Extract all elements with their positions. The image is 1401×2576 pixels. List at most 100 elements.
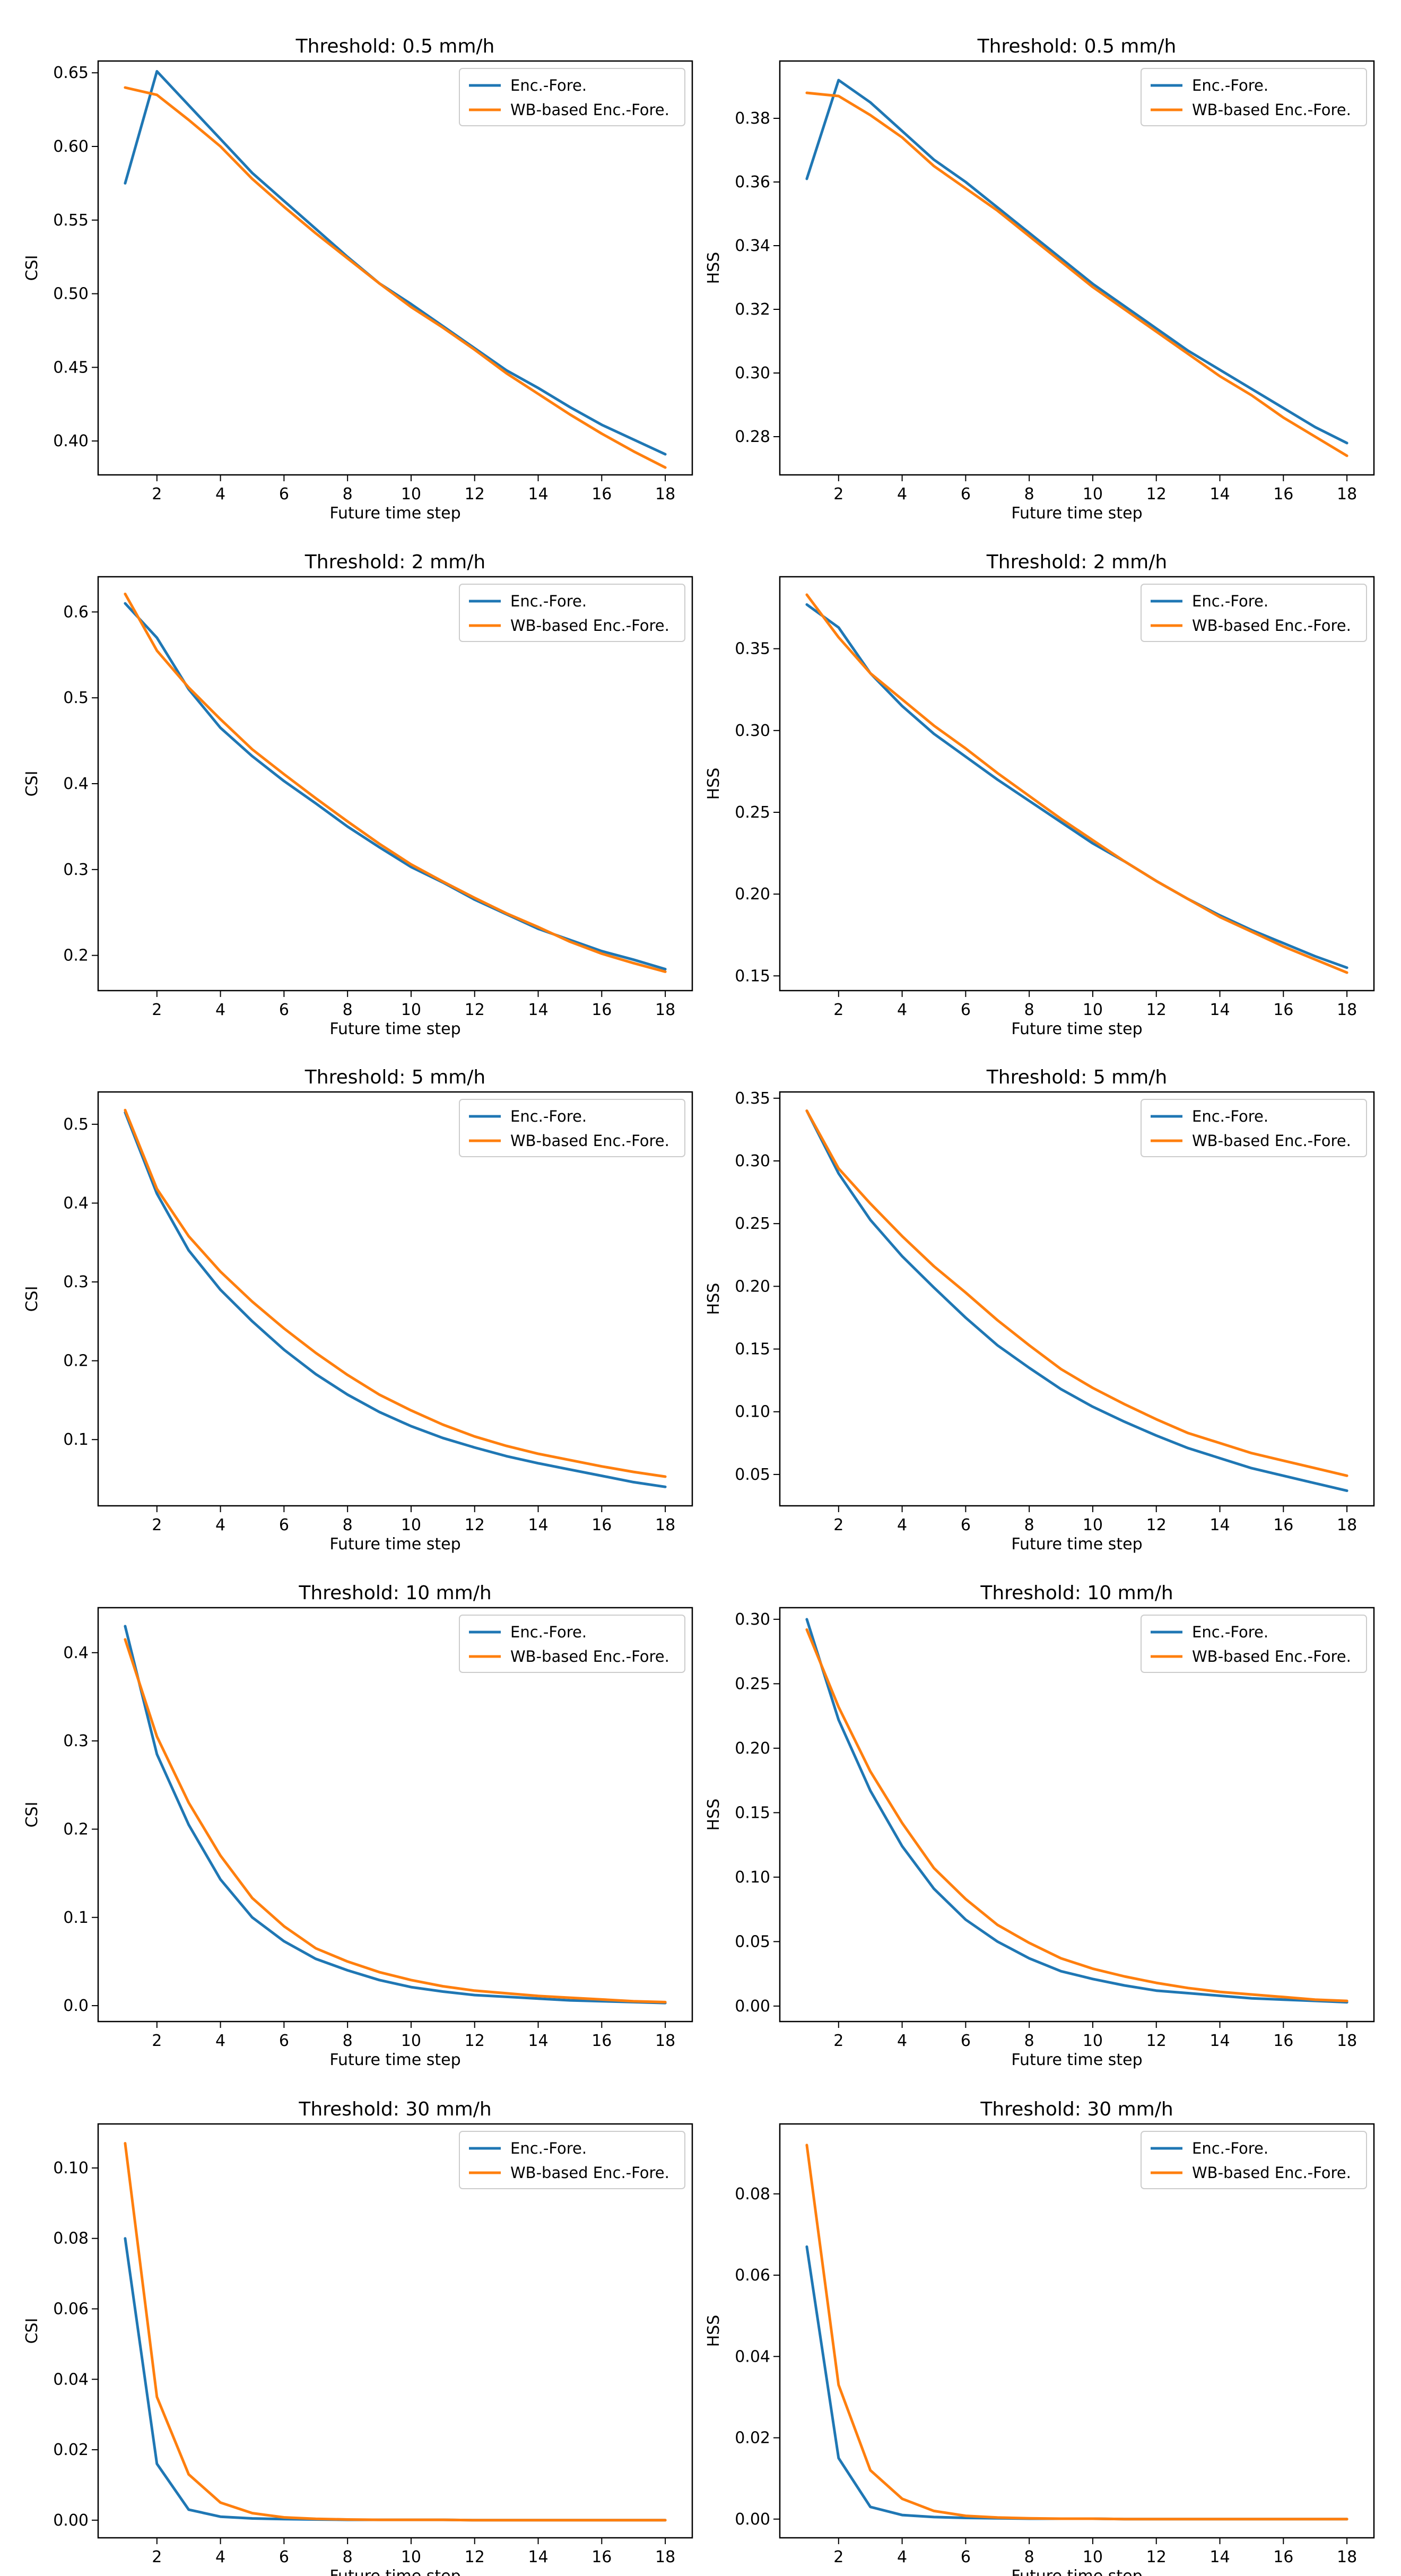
series-line-wb-based-enc-fore [124, 1108, 667, 1478]
x-axis-label: Future time step [1011, 1535, 1142, 1554]
y-tick-label: 0.05 [735, 1932, 770, 1951]
series-line-enc-fore [805, 2245, 1348, 2521]
x-tick-label: 8 [1024, 2548, 1034, 2566]
x-tick-label: 2 [833, 2548, 843, 2566]
y-tick-label: 0.65 [53, 64, 89, 82]
legend-label: Enc.-Fore. [510, 1623, 587, 1641]
x-tick-label: 18 [1337, 1001, 1357, 1019]
legend-label: Enc.-Fore. [1192, 76, 1268, 94]
legend-label: Enc.-Fore. [1192, 2139, 1268, 2157]
legend-box [459, 2131, 685, 2189]
legend-label: Enc.-Fore. [510, 1107, 587, 1125]
x-tick-label: 2 [833, 2032, 843, 2050]
x-tick-label: 14 [528, 485, 548, 504]
legend: Enc.-Fore. WB-based Enc.-Fore. [1141, 1615, 1367, 1673]
y-tick-label: 0.06 [735, 2266, 770, 2285]
legend-box [459, 1615, 685, 1673]
x-tick-label: 6 [279, 485, 289, 504]
subplot-title: Threshold: 2 mm/h [304, 551, 485, 573]
y-tick-label: 0.4 [63, 775, 89, 793]
x-tick-label: 16 [591, 1516, 612, 1534]
series-line-wb-based-enc-fore [805, 91, 1348, 457]
y-tick-label: 0.1 [63, 1430, 89, 1449]
y-tick-label: 0.00 [735, 1997, 770, 2016]
x-tick-label: 18 [1337, 2548, 1357, 2566]
x-tick-label: 2 [833, 1001, 843, 1019]
series-line-wb-based-enc-fore [805, 2144, 1348, 2521]
x-tick-label: 6 [961, 1516, 971, 1534]
x-tick-label: 14 [528, 1516, 548, 1534]
subplot-4: 2 4 6 8 10 12 14 16 18 0.15 0.20 0.25 0.30 0.35 Thresh… [704, 551, 1375, 1038]
y-tick-label: 0.05 [735, 1465, 770, 1484]
x-tick-label: 14 [528, 2032, 548, 2050]
x-tick-label: 14 [1209, 2548, 1230, 2566]
y-tick-label: 0.38 [735, 109, 770, 128]
y-axis-label: CSI [23, 771, 41, 797]
legend-box [1141, 1615, 1367, 1673]
x-tick-label: 16 [1273, 2032, 1293, 2050]
x-axis-label: Future time step [1011, 1020, 1142, 1038]
series-line-enc-fore [124, 70, 667, 456]
y-tick-label: 0.20 [735, 1739, 770, 1758]
y-tick-label: 0.00 [735, 2510, 770, 2529]
x-tick-label: 2 [152, 2032, 162, 2050]
series-line-enc-fore [124, 2237, 667, 2522]
x-tick-label: 6 [279, 1516, 289, 1534]
x-tick-label: 14 [1209, 2032, 1230, 2050]
y-tick-label: 0.5 [63, 689, 89, 707]
y-tick-label: 0.15 [735, 1803, 770, 1822]
legend-label: Enc.-Fore. [1192, 592, 1268, 610]
y-axis-label: HSS [704, 252, 723, 284]
y-tick-label: 0.3 [63, 861, 89, 879]
x-tick-label: 8 [343, 2548, 353, 2566]
subplot-5: 2 4 6 8 10 12 14 16 18 0.1 0.2 0.3 0.4 0.5 Threshold: … [23, 1066, 693, 1554]
x-axis-label: Future time step [1011, 2051, 1142, 2069]
y-tick-label: 0.3 [63, 1273, 89, 1291]
legend-box [459, 1099, 685, 1157]
subplot-3: 2 4 6 8 10 12 14 16 18 0.2 0.3 0.4 0.5 0.6 Threshold: … [23, 551, 693, 1038]
x-tick-label: 14 [528, 1001, 548, 1019]
y-tick-label: 0.30 [735, 364, 770, 383]
x-tick-label: 4 [215, 1001, 225, 1019]
y-tick-label: 0.15 [735, 967, 770, 985]
subplot-1: 2 4 6 8 10 12 14 16 18 0.40 0.45 0.50 0.55 0.60 0.65 Th… [23, 36, 693, 523]
x-tick-label: 12 [465, 1516, 485, 1534]
x-axis-label: Future time step [329, 1535, 460, 1554]
x-tick-label: 4 [897, 2032, 907, 2050]
x-tick-label: 16 [591, 1001, 612, 1019]
x-tick-label: 8 [1024, 485, 1034, 504]
y-tick-label: 0.35 [735, 640, 770, 658]
legend: Enc.-Fore. WB-based Enc.-Fore. [1141, 2131, 1367, 2189]
y-tick-label: 0.08 [53, 2230, 89, 2248]
legend-label: Enc.-Fore. [1192, 1107, 1268, 1125]
y-axis-label: HSS [704, 1283, 723, 1315]
legend-label: WB-based Enc.-Fore. [1192, 101, 1351, 119]
legend-label: WB-based Enc.-Fore. [510, 101, 669, 119]
axes-frame [97, 60, 693, 476]
legend-box [1141, 2131, 1367, 2189]
y-tick-label: 0.10 [735, 1868, 770, 1887]
x-tick-label: 16 [1273, 485, 1293, 504]
axes-frame [779, 2123, 1375, 2539]
y-tick-label: 0.40 [53, 432, 89, 450]
subplot-title: Threshold: 5 mm/h [304, 1066, 485, 1088]
series-line-wb-based-enc-fore [805, 1109, 1348, 1477]
y-tick-label: 0.10 [53, 2159, 89, 2178]
x-tick-label: 18 [655, 2032, 675, 2050]
x-tick-label: 16 [591, 485, 612, 504]
subplot-10: 2 4 6 8 10 12 14 16 18 0.00 0.02 0.04 0.06 0.08 Thresh… [704, 2098, 1375, 2576]
axes-frame [97, 1091, 693, 1507]
series-line-enc-fore [124, 602, 667, 970]
y-tick-label: 0.30 [735, 1610, 770, 1629]
legend-label: WB-based Enc.-Fore. [1192, 1647, 1351, 1666]
series-line-wb-based-enc-fore [124, 1638, 667, 2003]
x-tick-label: 12 [1146, 485, 1167, 504]
y-tick-label: 0.08 [735, 2185, 770, 2204]
x-tick-label: 12 [1146, 1001, 1167, 1019]
y-axis-label: CSI [23, 255, 41, 281]
x-axis-label: Future time step [329, 2567, 460, 2576]
y-tick-label: 0.0 [63, 1997, 89, 2015]
x-tick-label: 2 [152, 485, 162, 504]
y-axis-label: CSI [23, 2318, 41, 2344]
x-tick-label: 6 [961, 485, 971, 504]
